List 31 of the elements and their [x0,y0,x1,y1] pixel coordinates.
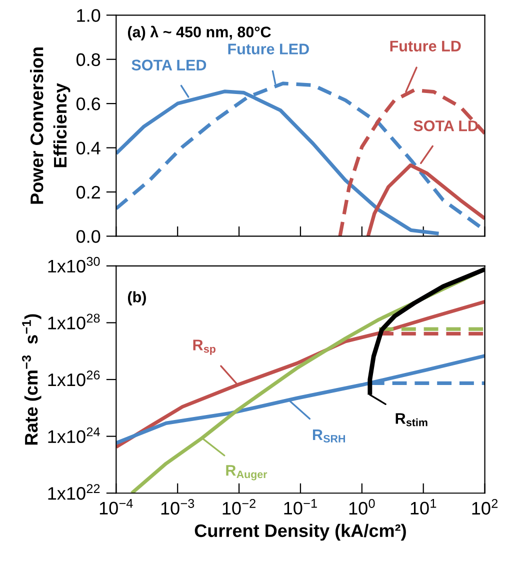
annotation: R$_{sp}$ [193,340,216,355]
y-tick-label: 0.4 [76,142,100,154]
annotation: R$_{stim}$ [396,413,428,426]
annotation: Future LED [228,44,309,54]
annotation: SOTA LED [132,60,206,70]
x-tick-label: 10$^{−2}$ [222,499,256,515]
y-tick-label: 0.0 [76,230,100,243]
y-tick-label: 1x10$^{22}$ [48,484,100,500]
x-tick-label: 10$^{0}$ [349,499,375,515]
annotation: SOTA LD [414,120,478,132]
annotation: R$_{SRH}$ [312,430,345,443]
y-tick-label: 0.2 [76,186,100,199]
y-tick-label: 1x10$^{26}$ [48,370,100,386]
annotation: (a) λ ~ 450 nm, 80°C [128,26,271,40]
x-axis-title: Current Density (kA/cm²) [194,524,406,541]
annotation: (b) [128,291,146,306]
annotation: R$_{Auger}$ [226,465,268,480]
x-tick-label: 10$^{1}$ [410,499,436,515]
x-tick-label: 10$^{−4}$ [100,499,133,515]
y-tick-label: 0.6 [76,97,100,110]
x-tick-label: 10$^{−3}$ [161,499,194,515]
y-axis-title: Power Conversion Efficiency [30,48,70,204]
y-tick-label: 1x10$^{28}$ [48,314,100,330]
y-tick-label: 1x10$^{24}$ [48,427,100,444]
x-tick-label: 10$^{−1}$ [284,499,317,515]
y-tick-label: 1x10$^{30}$ [48,256,100,273]
x-tick-label: 10$^{2}$ [472,499,498,515]
y-axis-title: Rate (cm$^{−3}$ s$^{−1}$) [22,314,42,445]
y-tick-label: 0.8 [76,53,100,66]
annotation: Future LD [390,40,461,52]
y-tick-label: 1.0 [77,9,100,22]
